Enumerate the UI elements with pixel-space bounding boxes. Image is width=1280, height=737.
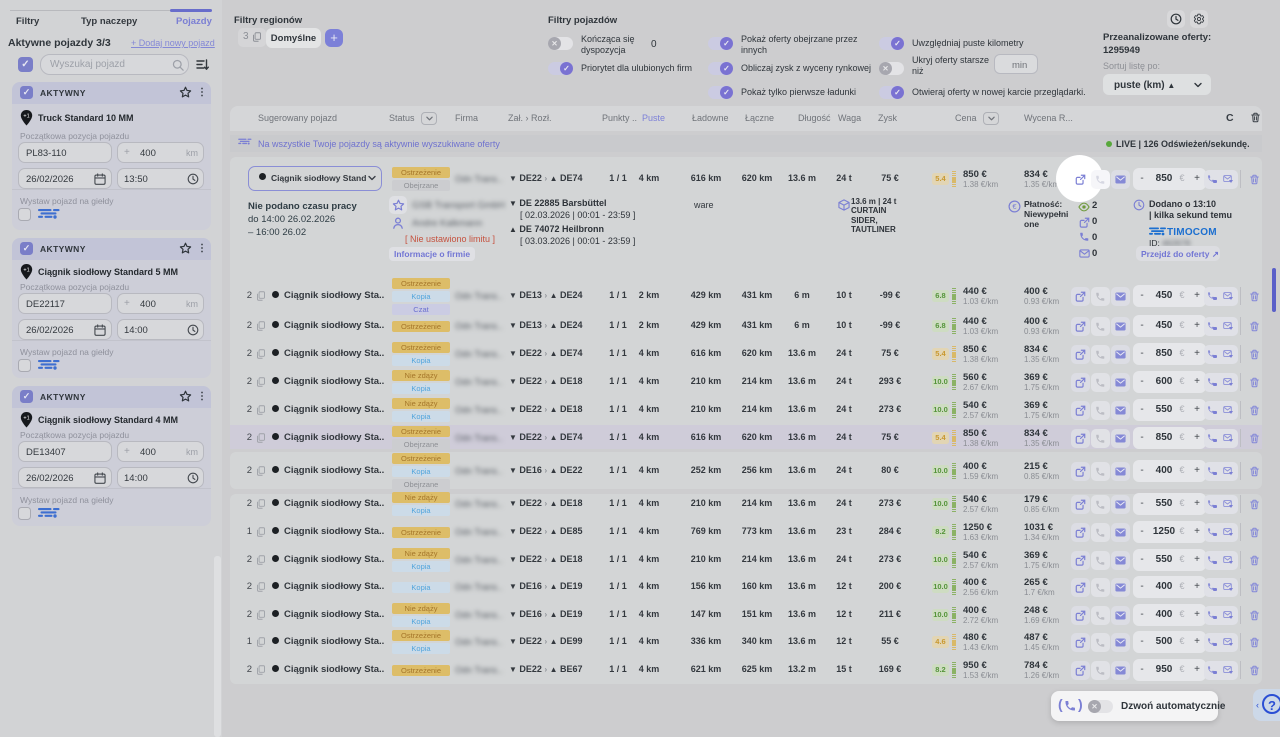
svg-text:€: € [1012, 202, 1017, 211]
svg-text:+1: +1 [23, 268, 29, 274]
svg-text:+1: +1 [23, 416, 29, 422]
svg-text:+1: +1 [23, 114, 29, 120]
